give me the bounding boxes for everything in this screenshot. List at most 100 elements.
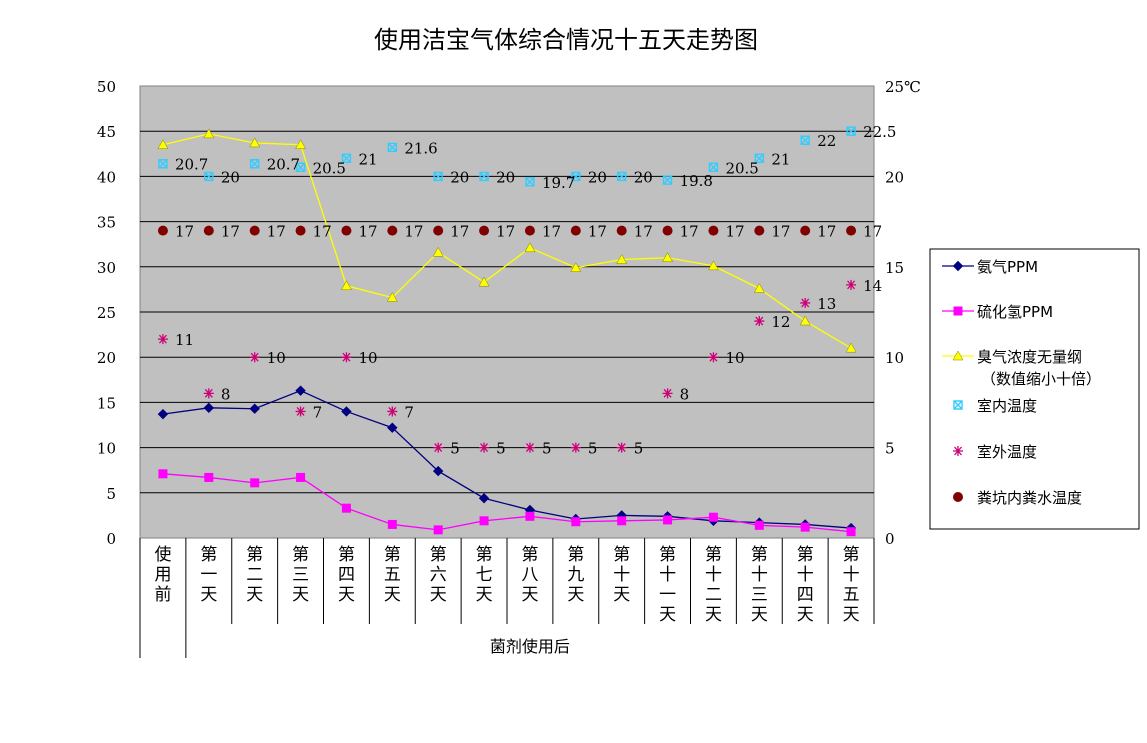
data-point — [387, 225, 398, 236]
y-left-tick-label: 5 — [106, 485, 116, 503]
legend-item: 粪坑内粪水温度 — [953, 489, 1082, 507]
data-point — [433, 171, 443, 182]
y-right-tick-label: 20 — [885, 168, 904, 186]
x-tick-label: 第十四天 — [797, 545, 814, 625]
legend-item: 臭气浓度无量纲 （数值缩小十倍） — [942, 348, 1101, 388]
data-point — [204, 472, 214, 482]
data-point — [295, 385, 306, 396]
data-point — [524, 225, 535, 236]
data-label: 19.7 — [542, 174, 575, 192]
data-label: 8 — [680, 385, 690, 403]
data-label: 17 — [725, 223, 744, 241]
gridlines — [140, 130, 874, 494]
data-label: 17 — [680, 223, 699, 241]
data-point — [249, 225, 260, 236]
data-point — [341, 153, 352, 164]
data-point — [249, 137, 261, 148]
data-point — [158, 469, 168, 479]
data-point — [570, 225, 581, 236]
data-point — [479, 442, 490, 453]
data-point — [295, 225, 306, 236]
legend-item: 硫化氢PPM — [942, 303, 1053, 321]
y-right-tick-label: 0 — [885, 530, 895, 548]
legend-label: 室内温度 — [977, 397, 1037, 415]
data-label: 20.5 — [725, 159, 758, 177]
series-6: 17 17 17 17 17 17 17 17 17 17 17 17 17 17 17 17 — [157, 223, 882, 241]
data-label: 17 — [404, 223, 423, 241]
data-point — [386, 292, 398, 302]
legend-item: 室外温度 — [953, 443, 1037, 461]
legend-marker — [952, 260, 964, 272]
series-4: 20.7 20 20.7 20.5 21 21.6 20 20 19.7 20 20 19.8 20.5… — [158, 123, 896, 192]
data-point — [754, 520, 764, 530]
data-label: 17 — [771, 223, 790, 241]
y-right-tick-label: 5 — [885, 440, 895, 458]
data-point — [341, 225, 352, 236]
data-label: 17 — [175, 223, 194, 241]
data-point — [203, 402, 215, 414]
legend-label-line2: （数值缩小十倍） — [981, 370, 1101, 388]
data-point — [525, 177, 535, 187]
legend-label: 粪坑内粪水温度 — [977, 489, 1082, 507]
data-point — [341, 352, 352, 363]
data-label: 10 — [725, 349, 744, 367]
data-point — [846, 279, 857, 290]
legend-marker — [953, 446, 963, 456]
legend-label: 室外温度 — [977, 443, 1037, 461]
x-tick-label: 第八天 — [521, 545, 538, 605]
data-label: 22 — [817, 132, 836, 150]
data-point — [157, 225, 168, 236]
data-point — [616, 442, 627, 453]
data-point — [616, 254, 628, 264]
data-point — [295, 139, 306, 150]
data-label: 21 — [358, 150, 377, 168]
x-axis: 使用前 第一天 第二天 第三天 第四天 第五天 第六天 第七天 第八天 第九天 第十天 第十一天 第十二… — [139, 538, 875, 658]
data-point — [295, 406, 306, 417]
data-point — [708, 225, 719, 236]
data-point — [708, 352, 719, 363]
data-point — [662, 225, 673, 236]
y-left-tick-label: 50 — [97, 78, 116, 96]
data-label: 20.5 — [313, 159, 346, 177]
data-point — [663, 515, 673, 525]
data-point — [203, 225, 214, 236]
data-label: 13 — [817, 295, 836, 313]
data-label: 5 — [634, 440, 644, 458]
data-label: 14 — [863, 277, 882, 295]
legend-marker — [953, 400, 963, 410]
data-point — [478, 276, 490, 287]
data-label: 17 — [817, 223, 836, 241]
data-point — [433, 442, 444, 453]
data-point — [433, 225, 444, 236]
data-point — [433, 525, 443, 535]
data-label: 20.7 — [175, 156, 208, 174]
data-point — [616, 171, 627, 182]
x-tick-label: 第十一天 — [659, 545, 676, 625]
y-left-tick-label: 35 — [97, 214, 116, 232]
data-label: 17 — [634, 223, 653, 241]
legend-item: 室内温度 — [953, 397, 1037, 415]
data-point — [157, 139, 169, 150]
data-point — [250, 478, 260, 488]
data-label: 7 — [313, 403, 323, 421]
legend-marker — [953, 306, 963, 316]
data-point — [387, 519, 397, 529]
x-tick-label: 第十二天 — [705, 545, 722, 625]
legend-label: 硫化氢PPM — [977, 303, 1053, 321]
data-label: 5 — [542, 440, 552, 458]
x-tick-label: 第十天 — [613, 545, 630, 605]
data-point — [800, 135, 810, 145]
data-label: 17 — [450, 223, 469, 241]
data-point — [432, 465, 444, 477]
data-point — [753, 282, 765, 293]
data-point — [478, 493, 490, 504]
chart-title: 使用洁宝气体综合情况十五天走势图 — [374, 26, 758, 54]
series-line — [162, 133, 852, 349]
data-point — [479, 225, 490, 236]
data-label: 17 — [863, 223, 882, 241]
x-group-label: 菌剂使用后 — [490, 637, 570, 656]
data-point — [570, 262, 582, 272]
data-point — [341, 503, 351, 513]
x-tick-label: 第六天 — [430, 545, 447, 605]
